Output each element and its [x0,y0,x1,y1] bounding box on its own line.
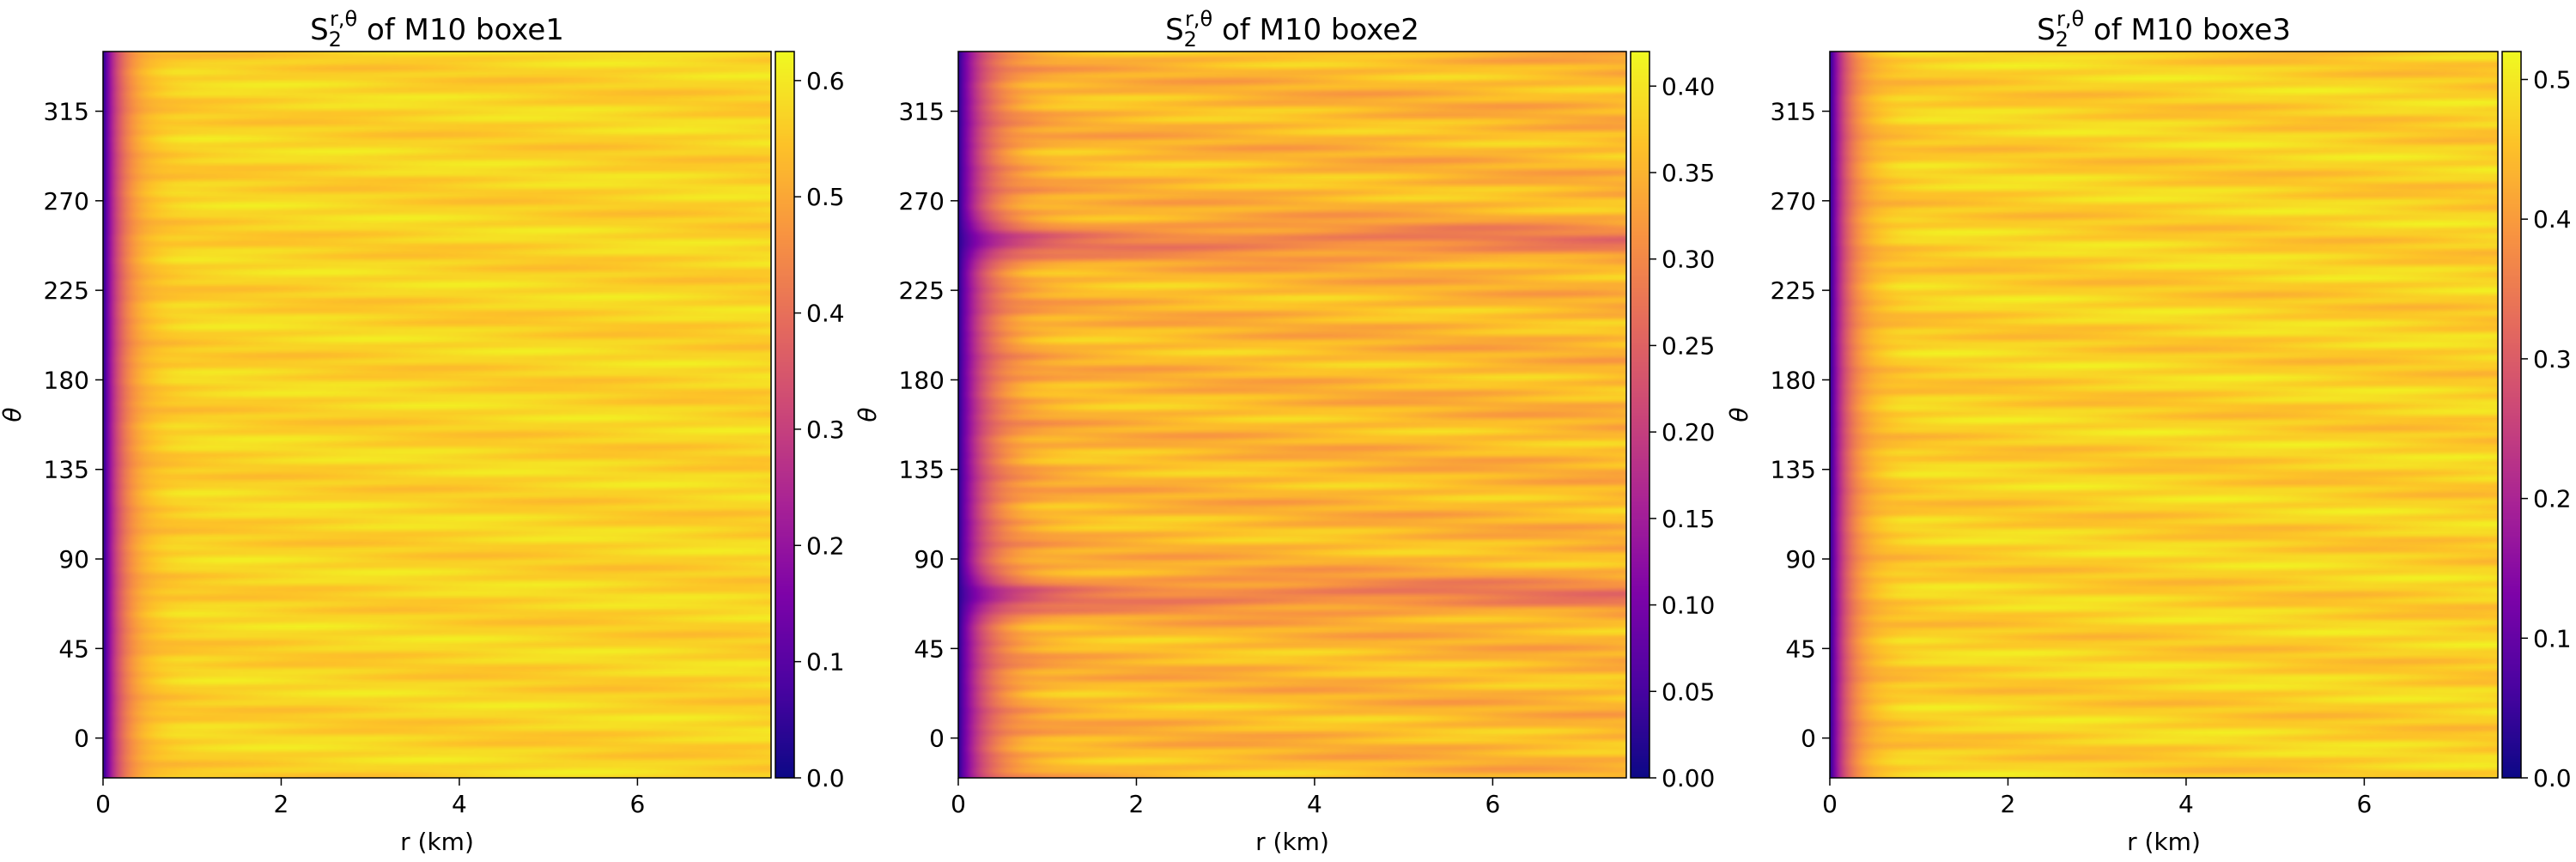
colorbar-tick-label: 0.0 [806,764,845,792]
heatmap-field [1830,52,2498,778]
colorbar-frame [1630,51,1650,779]
x-tick-label: 4 [2178,790,2194,818]
y-axis-label: θ [0,407,27,422]
y-tick-label: 315 [899,98,945,126]
y-tick-label: 270 [899,187,945,216]
colorbar-gradient [2502,52,2521,778]
colorbar-tick-label: 0.3 [2533,345,2572,373]
colorbar-tick-label: 0.30 [1662,246,1715,274]
x-axis-label: r (km) [400,828,474,856]
x-tick-label: 4 [452,790,467,818]
heatmap-field [103,52,771,778]
x-tick-label: 2 [274,790,289,818]
x-tick-label: 0 [1822,790,1838,818]
plot-frame [102,51,772,779]
colorbar: 0.0 0.1 0.2 0.3 0.4 0.5 0.6 [775,51,845,792]
y-tick-label: 180 [1771,366,1816,394]
y-tick-label: 180 [44,366,89,394]
x-axis-label: r (km) [1255,828,1329,856]
y-axis-label: θ [1725,407,1753,422]
y-tick-label: 0 [1801,725,1816,753]
y-tick-label: 135 [44,456,89,484]
title-subscript: 2 [329,27,342,52]
y-tick-label: 270 [44,187,89,216]
y-tick-label: 135 [899,456,945,484]
colorbar-tick-label: 0.4 [2533,205,2572,234]
colorbar-tick-label: 0.15 [1662,505,1715,533]
colorbar-tick-label: 0.10 [1662,592,1715,620]
y-tick-label: 45 [1785,634,1816,663]
colorbar-tick-label: 0.1 [2533,624,2572,653]
title-text: of M10 boxe2 [1212,13,1419,47]
colorbar-tick-label: 0.2 [806,531,845,560]
y-tick-label: 225 [1771,276,1816,305]
title-superscript: r,θ [2057,7,2084,31]
plot-frame [1829,51,2499,779]
y-tick-label: 90 [914,545,945,574]
colorbar-tick-label: 0.2 [2533,485,2572,513]
colorbar-tick-label: 0.1 [806,648,845,677]
y-axis-label: θ [854,407,882,422]
title-text: of M10 boxe1 [357,13,564,47]
y-tick-label: 90 [1785,545,1816,574]
colorbar-tick-label: 0.05 [1662,677,1715,706]
y-tick-label: 180 [899,366,945,394]
colorbar-gradient [1631,52,1649,778]
title-superscript: r,θ [330,7,357,31]
y-tick-label: 315 [1771,98,1816,126]
x-tick-label: 2 [2001,790,2016,818]
colorbar-tick-label: 0.3 [806,416,845,444]
title-subscript: 2 [2056,27,2069,52]
colorbar-tick-label: 0.25 [1662,331,1715,360]
colorbar-tick-label: 0.00 [1662,764,1715,792]
colorbar-tick-label: 0.0 [2533,764,2572,792]
x-tick-label: 0 [951,790,966,818]
colorbar-tick-label: 0.40 [1662,72,1715,100]
chart-title: S2r,θ of M10 boxe3 [2037,7,2291,52]
colorbar-frame [775,51,795,779]
title-symbol: S [2037,13,2056,47]
heatmap-field [958,52,1626,778]
colorbar-tick-label: 0.4 [806,300,845,328]
x-tick-label: 0 [95,790,111,818]
y-tick-label: 90 [58,545,89,574]
y-tick-label: 135 [1771,456,1816,484]
title-symbol: S [1165,13,1184,47]
y-tick-label: 45 [58,634,89,663]
colorbar-gradient [775,52,794,778]
colorbar-tick-label: 0.35 [1662,159,1715,187]
y-tick-label: 270 [1771,187,1816,216]
y-tick-label: 225 [899,276,945,305]
x-tick-label: 2 [1129,790,1145,818]
x-tick-label: 6 [1485,790,1500,818]
colorbar-tick-label: 0.20 [1662,418,1715,446]
y-tick-label: 315 [44,98,89,126]
y-tick-label: 45 [914,634,945,663]
colorbar-tick-label: 0.6 [806,67,845,95]
colorbar: 0.0 0.1 0.2 0.3 0.4 0.5 [2501,51,2572,792]
y-tick-label: 225 [44,276,89,305]
x-tick-label: 6 [2356,790,2372,818]
x-tick-label: 4 [1307,790,1322,818]
colorbar-tick-label: 0.5 [2533,66,2572,94]
colorbar: 0.00 0.05 0.10 0.15 0.20 0.25 0.30 0.35 0.40 [1630,51,1715,792]
chart-title: S2r,θ of M10 boxe1 [310,7,564,52]
title-subscript: 2 [1184,27,1197,52]
x-tick-label: 6 [629,790,645,818]
y-tick-label: 0 [74,725,89,753]
title-superscript: r,θ [1185,7,1212,31]
y-tick-label: 0 [929,725,945,753]
x-axis-label: r (km) [2127,828,2201,856]
colorbar-frame [2501,51,2522,779]
plot-frame [957,51,1627,779]
title-symbol: S [310,13,329,47]
chart-title: S2r,θ of M10 boxe2 [1165,7,1419,52]
title-text: of M10 boxe3 [2084,13,2291,47]
colorbar-tick-label: 0.5 [806,183,845,211]
